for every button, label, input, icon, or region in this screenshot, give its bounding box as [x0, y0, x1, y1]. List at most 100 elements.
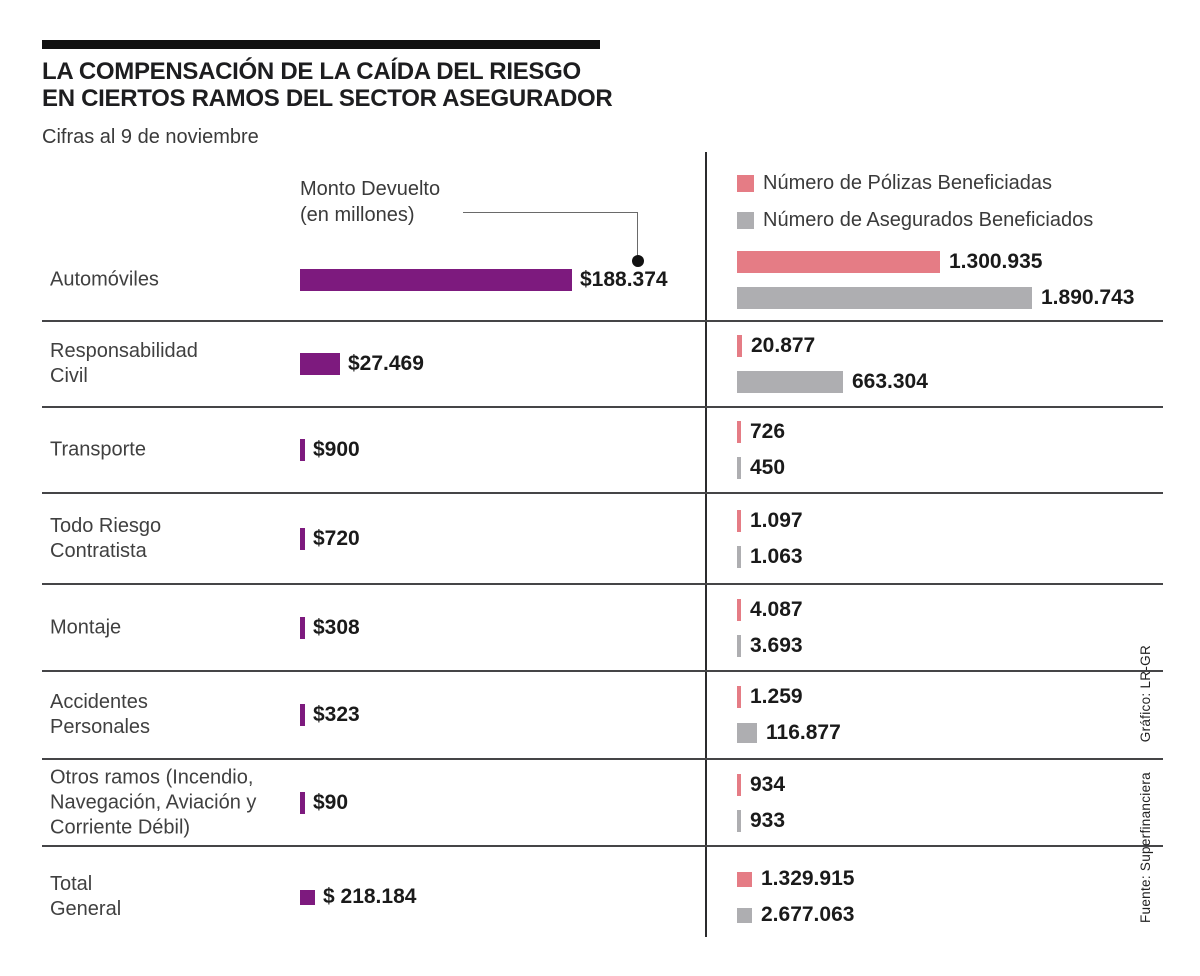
polizas-bar — [737, 871, 752, 887]
monto-bar — [300, 269, 572, 291]
beneficiados-cell: 726 450 — [737, 420, 785, 480]
row-transporte: Transporte $900 726 450 — [42, 408, 1163, 494]
beneficiados-cell: 1.259 116.877 — [737, 685, 841, 745]
monto-cell: $90 — [300, 791, 348, 815]
polizas-line: 726 — [737, 420, 785, 444]
polizas-value: 4.087 — [750, 597, 803, 621]
asegurados-line: 450 — [737, 456, 785, 480]
polizas-value: 1.259 — [750, 685, 803, 708]
asegurados-bar — [737, 634, 741, 657]
monto-cell: $188.374 — [300, 268, 668, 292]
beneficiados-cell: 20.877 663.304 — [737, 334, 928, 394]
legend-item-polizas: Número de Pólizas Beneficiadas — [737, 172, 1093, 195]
row-montaje: Montaje $308 4.087 3.693 — [42, 585, 1163, 672]
monto-value: $308 — [313, 615, 360, 639]
monto-devuelto-note: Monto Devuelto (en millones) — [300, 178, 441, 226]
polizas-value: 726 — [750, 420, 786, 443]
row-label: Transporte — [50, 438, 146, 461]
monto-value: $27.469 — [348, 352, 424, 375]
legend-label-polizas: Número de Pólizas Beneficiadas — [763, 172, 1053, 194]
polizas-value: 1.329.915 — [761, 867, 855, 890]
beneficiados-cell: 1.329.915 2.677.063 — [737, 867, 854, 927]
polizas-line: 1.259 — [737, 685, 841, 709]
asegurados-bar — [737, 287, 1032, 309]
monto-value: $900 — [313, 438, 360, 461]
asegurados-value: 3.693 — [750, 633, 803, 657]
asegurados-bar — [737, 545, 741, 568]
monto-bar — [300, 527, 305, 550]
chart-title: LA COMPENSACIÓN DE LA CAÍDA DEL RIESGO E… — [42, 58, 613, 113]
column-divider-line — [705, 152, 707, 937]
polizas-value: 1.300.935 — [949, 250, 1043, 273]
monto-bar — [300, 791, 305, 814]
asegurados-line: 1.063 — [737, 545, 803, 569]
chart-rows: Automóviles $188.374 1.300.935 1.890.743… — [42, 240, 1163, 947]
polizas-bar — [737, 773, 741, 796]
row-otros-ramos: Otros ramos (Incendio, Navegación, Aviac… — [42, 760, 1163, 847]
asegurados-line: 1.890.743 — [737, 286, 1134, 310]
polizas-line: 4.087 — [737, 598, 803, 622]
chart-subtitle: Cifras al 9 de noviembre — [42, 126, 259, 148]
note-connector-horizontal-line — [463, 212, 638, 213]
monto-cell: $900 — [300, 438, 360, 462]
row-label: Montaje — [50, 616, 122, 638]
beneficiados-cell: 1.097 1.063 — [737, 509, 803, 569]
monto-cell: $720 — [300, 527, 360, 551]
asegurados-value: 2.677.063 — [761, 903, 855, 926]
row-automoviles: Automóviles $188.374 1.300.935 1.890.743 — [42, 240, 1163, 322]
polizas-bar — [737, 509, 741, 532]
credit-grafico: Gráfico: LR-GR — [1138, 645, 1153, 743]
monto-value: $90 — [313, 790, 349, 814]
asegurados-bar — [737, 809, 741, 832]
polizas-bar — [737, 335, 742, 357]
polizas-line: 1.329.915 — [737, 867, 854, 891]
asegurados-line: 116.877 — [737, 721, 841, 745]
asegurados-value: 1.063 — [750, 544, 803, 568]
note-connector-vertical-line — [637, 212, 638, 257]
legend: Número de Pólizas Beneficiadas Número de… — [737, 172, 1093, 232]
polizas-value: 934 — [750, 772, 786, 796]
monto-cell: $308 — [300, 616, 360, 640]
row-label: Accidentes Personales — [50, 691, 151, 738]
monto-bar — [300, 616, 305, 639]
row-label: Total General — [50, 873, 122, 920]
row-label: Otros ramos (Incendio, Navegación, Aviac… — [50, 766, 257, 838]
legend-label-asegurados: Número de Asegurados Beneficiados — [763, 209, 1094, 231]
note-connector-dot — [632, 255, 644, 267]
asegurados-bar — [737, 907, 752, 923]
polizas-value: 20.877 — [751, 334, 816, 357]
asegurados-value: 450 — [750, 456, 786, 479]
asegurados-bar — [737, 723, 757, 743]
asegurados-line: 933 — [737, 809, 785, 833]
polizas-line: 1.300.935 — [737, 250, 1134, 274]
asegurados-value: 933 — [750, 808, 786, 832]
polizas-line: 1.097 — [737, 509, 803, 533]
asegurados-line: 663.304 — [737, 370, 928, 394]
row-todo-riesgo-contratista: Todo Riesgo Contratista $720 1.097 1.063 — [42, 494, 1163, 585]
beneficiados-cell: 4.087 3.693 — [737, 598, 803, 658]
credit-fuente: Fuente: Superfinanciera — [1138, 772, 1153, 923]
monto-bar — [300, 889, 315, 905]
row-label: Todo Riesgo Contratista — [50, 514, 162, 562]
monto-value: $ 218.184 — [323, 885, 417, 908]
monto-bar — [300, 704, 305, 726]
asegurados-line: 3.693 — [737, 634, 803, 658]
polizas-swatch-icon — [737, 175, 754, 192]
row-responsabilidad-civil: Responsabilidad Civil $27.469 20.877 663… — [42, 322, 1163, 408]
monto-cell: $323 — [300, 703, 360, 727]
row-label: Automóviles — [50, 268, 159, 291]
monto-bar — [300, 439, 305, 461]
asegurados-bar — [737, 457, 741, 479]
polizas-bar — [737, 598, 741, 621]
monto-value: $720 — [313, 526, 360, 550]
legend-item-asegurados: Número de Asegurados Beneficiados — [737, 209, 1093, 232]
beneficiados-cell: 1.300.935 1.890.743 — [737, 250, 1134, 310]
asegurados-value: 1.890.743 — [1041, 286, 1135, 309]
polizas-line: 934 — [737, 773, 785, 797]
row-total-general: Total General $ 218.184 1.329.915 2.677.… — [42, 847, 1163, 947]
row-accidentes-personales: Accidentes Personales $323 1.259 116.877 — [42, 672, 1163, 760]
row-label: Responsabilidad Civil — [50, 340, 198, 387]
polizas-bar — [737, 251, 940, 273]
monto-cell: $27.469 — [300, 352, 424, 376]
